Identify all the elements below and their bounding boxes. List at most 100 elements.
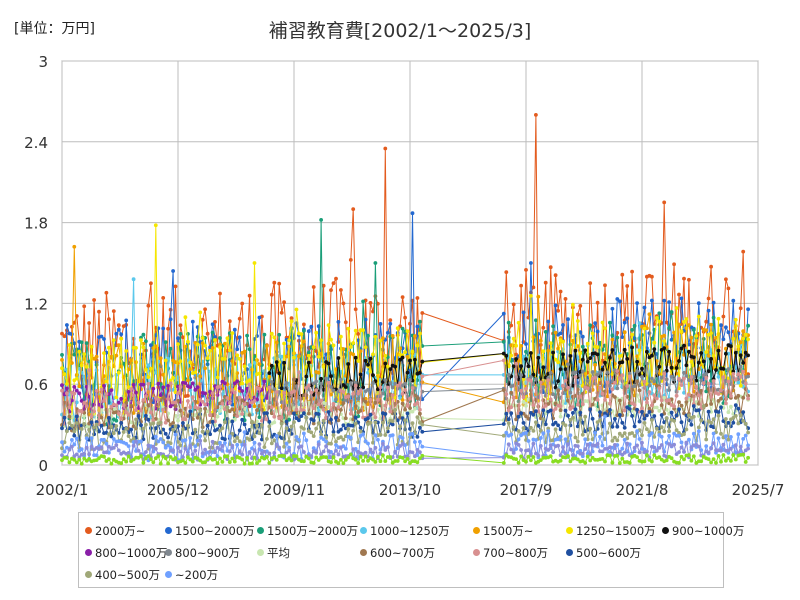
data-point bbox=[272, 455, 277, 460]
data-point bbox=[94, 354, 99, 359]
data-point bbox=[218, 345, 222, 350]
data-point bbox=[368, 301, 373, 305]
data-point bbox=[393, 364, 398, 369]
data-point bbox=[657, 319, 662, 324]
data-point bbox=[418, 456, 422, 461]
data-point bbox=[571, 383, 575, 388]
data-point bbox=[245, 456, 250, 460]
data-point bbox=[590, 437, 595, 442]
data-point bbox=[573, 394, 578, 398]
data-point bbox=[376, 437, 380, 442]
data-point bbox=[672, 377, 676, 382]
data-point bbox=[77, 367, 82, 371]
data-point bbox=[696, 408, 701, 412]
data-point bbox=[558, 289, 563, 294]
data-point bbox=[711, 315, 716, 320]
data-point bbox=[356, 359, 361, 363]
data-point bbox=[151, 386, 156, 391]
data-point bbox=[580, 420, 585, 425]
data-point bbox=[556, 437, 560, 442]
data-point bbox=[647, 433, 652, 438]
data-point bbox=[390, 419, 395, 424]
data-point bbox=[144, 413, 148, 418]
data-point bbox=[667, 434, 671, 438]
data-point bbox=[625, 384, 630, 388]
data-point bbox=[724, 458, 728, 463]
data-point bbox=[343, 416, 348, 421]
data-point bbox=[223, 341, 227, 346]
data-point bbox=[627, 371, 632, 376]
data-point bbox=[247, 378, 252, 383]
data-point bbox=[252, 448, 257, 453]
data-point bbox=[203, 447, 208, 452]
data-point bbox=[383, 412, 388, 416]
data-point bbox=[111, 309, 116, 313]
data-point bbox=[388, 318, 393, 322]
data-point bbox=[294, 435, 299, 439]
data-point bbox=[166, 326, 171, 331]
legend-item: 400~500万 bbox=[85, 567, 160, 583]
data-point bbox=[292, 420, 296, 424]
data-point bbox=[257, 362, 262, 367]
data-point bbox=[598, 434, 602, 439]
data-point bbox=[193, 370, 198, 375]
data-point bbox=[610, 439, 615, 443]
data-point bbox=[311, 393, 316, 397]
data-point bbox=[620, 446, 625, 451]
legend-marker bbox=[85, 549, 92, 556]
data-point bbox=[613, 435, 617, 440]
data-point bbox=[119, 332, 124, 337]
data-point bbox=[195, 406, 200, 411]
data-point bbox=[650, 459, 654, 464]
data-point bbox=[361, 397, 365, 402]
data-point bbox=[689, 335, 694, 340]
data-point bbox=[144, 367, 148, 372]
data-point bbox=[541, 431, 546, 435]
data-point bbox=[321, 449, 326, 454]
data-point bbox=[415, 396, 420, 401]
data-point bbox=[743, 350, 748, 355]
data-point bbox=[553, 357, 558, 362]
data-point bbox=[403, 459, 407, 464]
data-point bbox=[223, 381, 227, 386]
data-point bbox=[741, 249, 746, 254]
data-point bbox=[218, 447, 222, 452]
data-point bbox=[336, 356, 341, 360]
data-point bbox=[311, 285, 316, 289]
data-point bbox=[622, 330, 627, 335]
data-point bbox=[60, 426, 64, 431]
data-point bbox=[193, 427, 198, 432]
data-point bbox=[652, 379, 657, 384]
data-point bbox=[134, 417, 138, 422]
data-point bbox=[580, 402, 585, 406]
data-point bbox=[102, 351, 106, 355]
data-point bbox=[682, 276, 686, 281]
data-point bbox=[738, 306, 743, 311]
data-point bbox=[501, 311, 506, 316]
data-point bbox=[543, 280, 548, 285]
data-point bbox=[213, 450, 217, 455]
data-point bbox=[139, 454, 143, 458]
data-point bbox=[551, 350, 555, 355]
data-point bbox=[571, 415, 575, 420]
data-point bbox=[353, 383, 358, 388]
data-point bbox=[738, 413, 743, 417]
legend-item: 1500万~ bbox=[473, 523, 533, 539]
data-point bbox=[304, 365, 309, 369]
data-point bbox=[573, 370, 578, 375]
data-point bbox=[77, 384, 82, 389]
data-point bbox=[139, 423, 143, 428]
data-point bbox=[306, 350, 311, 355]
data-point bbox=[188, 360, 193, 365]
data-point bbox=[168, 445, 173, 450]
data-point bbox=[534, 377, 538, 381]
data-point bbox=[679, 329, 684, 334]
data-point bbox=[662, 200, 667, 205]
data-point bbox=[378, 338, 383, 343]
data-point bbox=[306, 353, 311, 358]
data-point bbox=[383, 146, 388, 151]
data-point bbox=[339, 427, 343, 432]
data-point bbox=[363, 450, 368, 455]
data-point bbox=[627, 374, 632, 379]
data-point bbox=[724, 325, 728, 330]
